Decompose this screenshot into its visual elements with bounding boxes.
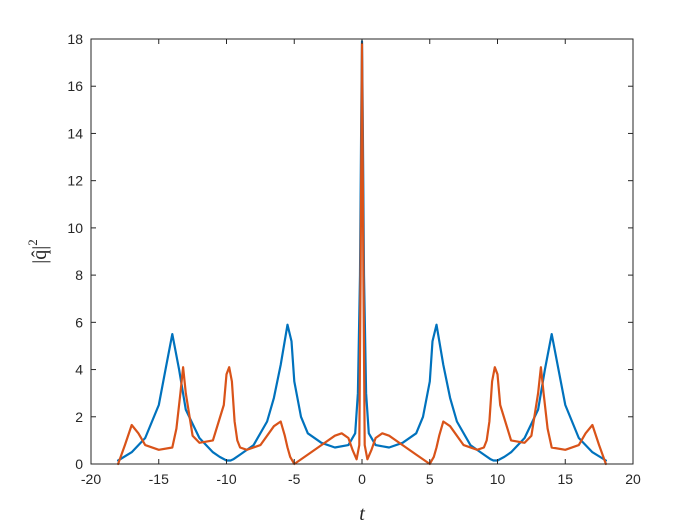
- x-tick-label: 10: [490, 471, 506, 487]
- x-axis: -20 -15 -10 -5 0 5 10 15 20: [81, 39, 641, 487]
- y-tick-label: 8: [75, 267, 83, 283]
- y-axis-label: |q̂|2: [25, 239, 51, 264]
- y-tick-label: 18: [67, 31, 83, 47]
- x-tick-label: 15: [557, 471, 573, 487]
- x-tick-label: -20: [81, 471, 101, 487]
- y-tick-label: 4: [75, 362, 83, 378]
- x-tick-label: 5: [426, 471, 434, 487]
- y-axis-label-base: |q̂|: [29, 246, 51, 264]
- series-line-2: [117, 42, 607, 466]
- y-tick-label: 12: [67, 173, 83, 189]
- x-tick-label: -5: [288, 471, 301, 487]
- y-axis-label-exponent: 2: [25, 239, 40, 246]
- x-tick-label: 20: [625, 471, 641, 487]
- y-tick-label: 10: [67, 220, 83, 236]
- y-tick-label: 14: [67, 125, 83, 141]
- x-tick-label: -15: [149, 471, 169, 487]
- y-tick-label: 0: [75, 456, 83, 472]
- y-tick-label: 16: [67, 78, 83, 94]
- x-axis-label: t: [359, 503, 365, 525]
- series-layer: [117, 40, 607, 466]
- y-axis: 0 2 4 6 8 10 12 14 16 18: [67, 31, 633, 472]
- y-tick-label: 2: [75, 409, 83, 425]
- x-tick-label: -10: [216, 471, 236, 487]
- x-tick-label: 0: [358, 471, 366, 487]
- y-tick-label: 6: [75, 314, 83, 330]
